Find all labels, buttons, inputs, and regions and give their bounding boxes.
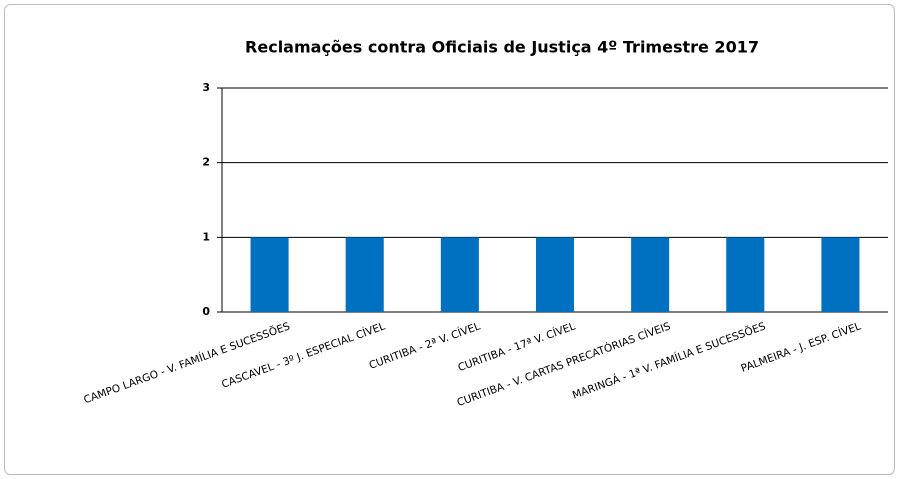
bar xyxy=(535,237,575,312)
y-tick-label: 0 xyxy=(202,305,210,318)
bar xyxy=(345,237,384,312)
y-tick-label: 2 xyxy=(202,156,210,169)
bar xyxy=(440,237,479,312)
chart-title: Reclamações contra Oficiais de Justiça 4… xyxy=(245,38,759,57)
y-tick-label: 3 xyxy=(202,81,210,94)
bar xyxy=(631,237,670,312)
y-tick-label: 1 xyxy=(202,230,210,243)
bar xyxy=(726,237,765,312)
bar xyxy=(250,237,289,312)
bar xyxy=(821,237,860,312)
